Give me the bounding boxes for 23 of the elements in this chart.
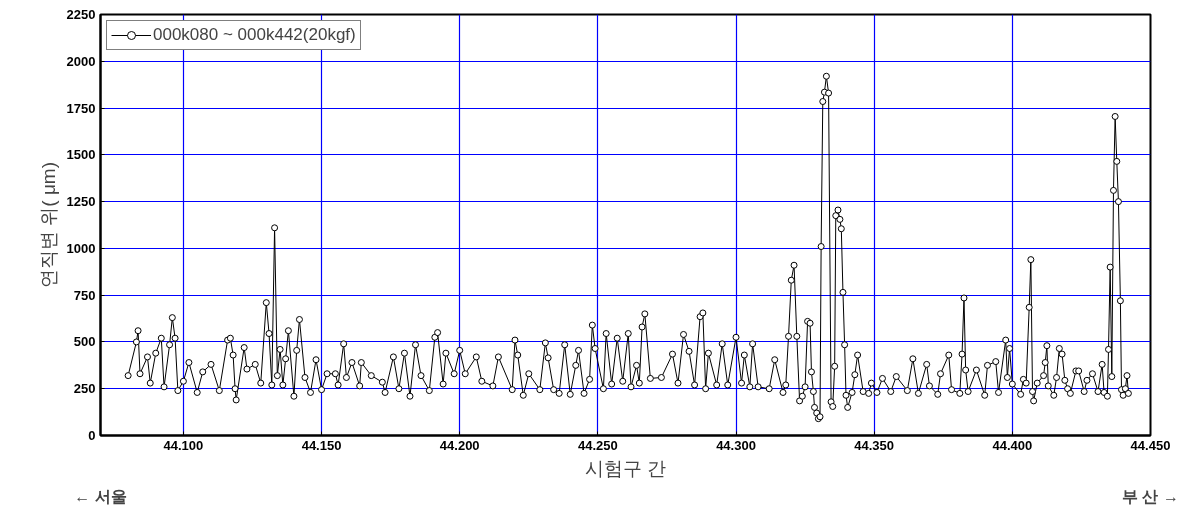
x-tick-label: 44.300 <box>716 437 756 453</box>
y-tick-label: 500 <box>73 334 96 350</box>
y-tick-label: 1250 <box>66 194 96 210</box>
y-tick-label: 1000 <box>66 240 96 256</box>
x-tick-label: 44.250 <box>577 437 618 453</box>
x-tick-label: 44.350 <box>854 437 895 453</box>
y-tick-label: 1500 <box>66 147 96 163</box>
text: ← 서울 <box>74 487 127 505</box>
x-tick-label: 44.400 <box>992 437 1033 453</box>
y-tick-label: 0 <box>88 428 96 443</box>
x-axis-title: 시험구 간 <box>584 457 667 479</box>
text: 부 산 → <box>1122 487 1179 505</box>
y-tick-label: 2250 <box>66 7 96 22</box>
y-tick-label: 250 <box>73 381 96 397</box>
x-tick-label: 44.200 <box>439 437 480 453</box>
y-axis-title: 연직변 위( μm) <box>37 161 59 288</box>
y-tick-label: 1750 <box>66 100 96 116</box>
x-tick-label: 44.150 <box>301 437 342 453</box>
x-tick-label: 44.100 <box>163 437 204 453</box>
y-tick-label: 2000 <box>66 53 96 69</box>
legend-label: 000k080 ~ 000k442(20kgf) <box>153 25 356 45</box>
y-tick-label: 750 <box>73 287 96 303</box>
x-tick-label: 44.450 <box>1130 437 1171 453</box>
